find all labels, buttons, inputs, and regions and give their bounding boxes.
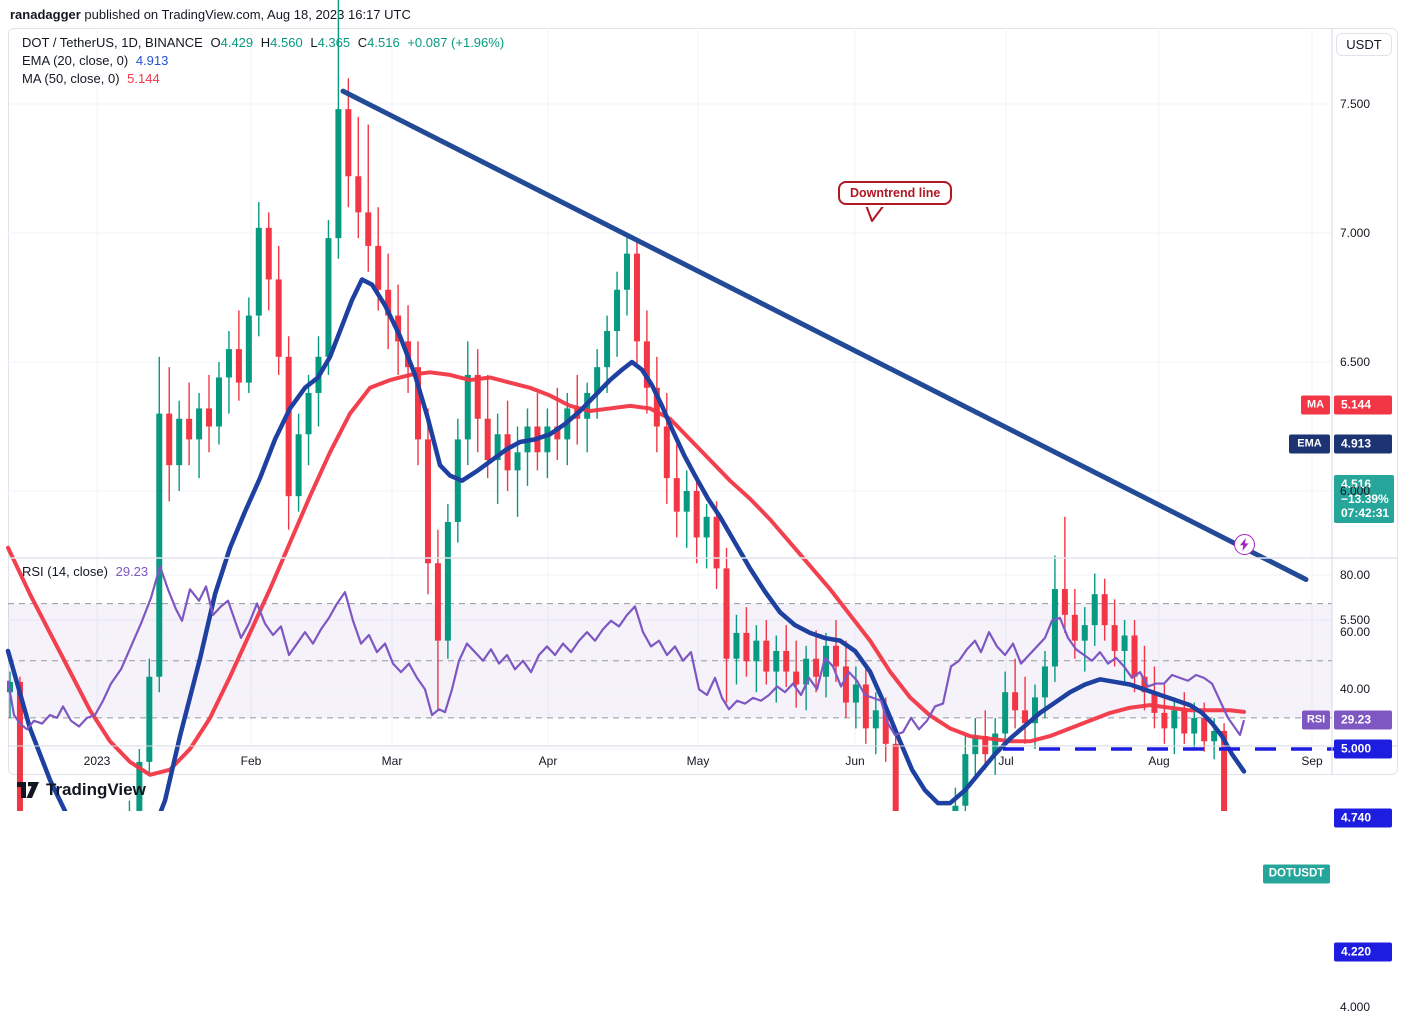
tradingview-logo[interactable]: TradingView [16, 780, 146, 800]
lightning-bolt-icon [1239, 538, 1250, 551]
ema-axis-tag: EMA [1289, 435, 1330, 454]
chart-frame [8, 28, 1398, 775]
downtrend-callout[interactable]: Downtrend line [838, 181, 952, 205]
lightning-button[interactable] [1234, 534, 1255, 555]
tradingview-logo-icon [16, 781, 40, 799]
rsi-label: RSI (14, close) [22, 564, 108, 579]
symbol-title: DOT / TetherUS, 1D, BINANCE [22, 35, 203, 50]
time-axis-label-jul: Jul [998, 754, 1013, 768]
change-value: +0.087 (+1.96%) [407, 35, 504, 50]
price-tick-label: 6.000 [1340, 484, 1370, 498]
low-value: 4.365 [318, 35, 351, 50]
open-label: O [210, 35, 220, 50]
high-label: H [261, 35, 270, 50]
time-axis-label-sep: Sep [1301, 754, 1322, 768]
symbol-legend-row[interactable]: DOT / TetherUS, 1D, BINANCE O4.429 H4.56… [22, 35, 504, 50]
publish-meta-line: ranadagger published on TradingView.com,… [10, 7, 411, 22]
time-axis-label-may: May [687, 754, 710, 768]
publisher-name: ranadagger [10, 7, 81, 22]
rsi-axis-tag: RSI [1302, 711, 1330, 730]
time-axis-label-2023: 2023 [84, 754, 111, 768]
level-price-label: 4.220 [1334, 943, 1392, 962]
price-tick-label: 7.500 [1340, 97, 1370, 111]
low-label: L [310, 35, 317, 50]
close-value: 4.516 [367, 35, 400, 50]
rsi-tick-label: 60.00 [1340, 625, 1370, 639]
rsi-legend-row[interactable]: RSI (14, close) 29.23 [22, 564, 148, 579]
publish-note: published on TradingView.com, Aug 18, 20… [81, 7, 411, 22]
close-label: C [358, 35, 367, 50]
ma-axis-tag: MA [1301, 396, 1330, 415]
currency-usdt-button[interactable]: USDT [1336, 33, 1392, 56]
high-value: 4.560 [270, 35, 303, 50]
level-price-label: 4.740 [1334, 809, 1392, 828]
rsi-tick-label: 80.00 [1340, 568, 1370, 582]
time-axis-label-feb: Feb [241, 754, 262, 768]
ema-label: EMA (20, close, 0) [22, 53, 128, 68]
time-axis-label-aug: Aug [1148, 754, 1169, 768]
ma-value: 5.144 [127, 71, 160, 86]
symbol-price-box: 4.516−13.39%07:42:31 [1334, 475, 1394, 523]
rsi-value: 29.23 [116, 564, 149, 579]
price-tick-label: 4.000 [1340, 1000, 1370, 1014]
ma-label: MA (50, close, 0) [22, 71, 120, 86]
ema-axis-value-label: 4.913 [1334, 435, 1392, 454]
time-axis-label-jun: Jun [845, 754, 864, 768]
level-price-label: 5.000 [1334, 740, 1392, 759]
logo-text: TradingView [46, 780, 146, 800]
ema-value: 4.913 [136, 53, 169, 68]
symbol-axis-tag: DOTUSDT [1263, 864, 1330, 883]
ema-legend-row[interactable]: EMA (20, close, 0) 4.913 [22, 53, 168, 68]
ma-axis-value-label: 5.144 [1334, 396, 1392, 415]
price-tick-label: 6.500 [1340, 355, 1370, 369]
rsi-tick-label: 40.00 [1340, 682, 1370, 696]
time-axis-label-apr: Apr [539, 754, 558, 768]
rsi-axis-value-label: 29.23 [1334, 711, 1392, 730]
time-axis-label-mar: Mar [382, 754, 403, 768]
price-tick-label: 7.000 [1340, 226, 1370, 240]
ma-legend-row[interactable]: MA (50, close, 0) 5.144 [22, 71, 160, 86]
open-value: 4.429 [221, 35, 254, 50]
